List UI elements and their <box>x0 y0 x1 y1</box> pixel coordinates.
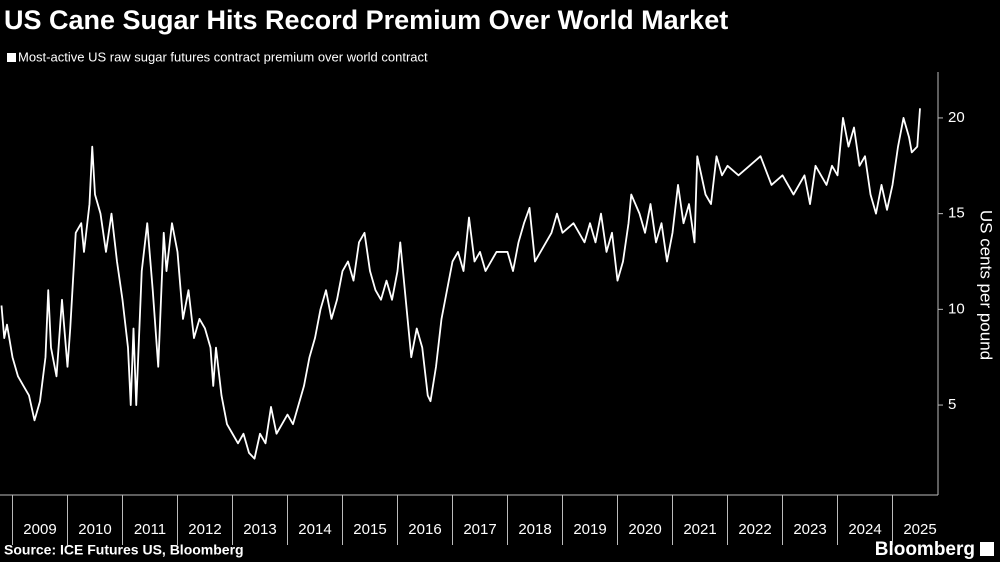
x-tick-label: 2019 <box>573 521 606 538</box>
x-tick-label: 2023 <box>793 521 826 538</box>
x-tick-label: 2025 <box>903 521 936 538</box>
legend-swatch <box>7 53 16 62</box>
x-tick-label: 2015 <box>353 521 386 538</box>
y-axis-label: US cents per pound <box>977 210 996 360</box>
y-tick-label: 5 <box>948 396 956 413</box>
y-tick-label: 20 <box>948 109 965 126</box>
line <box>0 108 921 460</box>
x-tick-label: 2013 <box>243 521 276 538</box>
x-tick-label: 2016 <box>408 521 441 538</box>
x-tick-label: 2020 <box>628 521 661 538</box>
legend-label: Most-active US raw sugar futures contrac… <box>18 49 428 64</box>
x-tick-label: 2018 <box>518 521 551 538</box>
x-tick-label: 2022 <box>738 521 771 538</box>
source: Source: ICE Futures US, Bloomberg <box>4 542 244 558</box>
brand-icon <box>980 542 994 556</box>
x-tick-label: 2014 <box>298 521 331 538</box>
x-tick-label: 2021 <box>683 521 716 538</box>
y-tick-label: 10 <box>948 300 965 317</box>
x-tick-label: 2009 <box>23 521 56 538</box>
x-tick-label: 2017 <box>463 521 496 538</box>
x-tick-label: 2024 <box>848 521 881 538</box>
x-tick-label: 2012 <box>188 521 221 538</box>
x-tick-label: 2010 <box>78 521 111 538</box>
y-tick-label: 15 <box>948 205 965 222</box>
brand: Bloomberg <box>875 539 975 560</box>
x-tick-label: 2011 <box>134 521 166 538</box>
chart-title: US Cane Sugar Hits Record Premium Over W… <box>4 5 728 35</box>
